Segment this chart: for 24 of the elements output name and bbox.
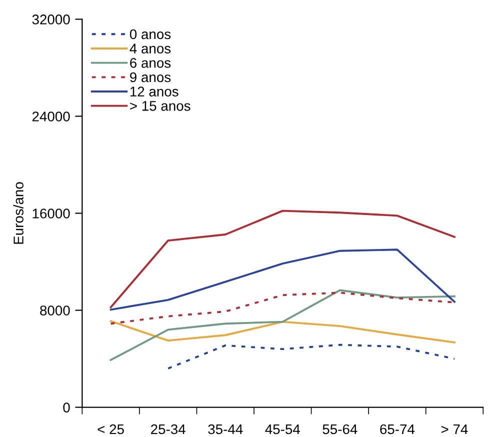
legend-label: 6 anos bbox=[130, 58, 171, 68]
y-tick-label: 8000 bbox=[40, 306, 70, 316]
y-tick-label: 0 bbox=[63, 402, 70, 412]
x-tick-label: 35-44 bbox=[208, 424, 243, 434]
legend-label: > 15 anos bbox=[130, 101, 190, 111]
y-tick-label: 24000 bbox=[32, 112, 70, 122]
y-tick-label: 32000 bbox=[32, 14, 70, 24]
line-series bbox=[110, 210, 456, 308]
y-axis-title: Euros/ano bbox=[13, 182, 24, 244]
x-tick-label: 45-54 bbox=[265, 424, 300, 434]
legend-label: 9 anos bbox=[130, 72, 171, 82]
legend-label: 0 anos bbox=[130, 29, 171, 40]
x-tick-label: > 74 bbox=[441, 424, 468, 434]
x-tick-label: 25-34 bbox=[151, 424, 186, 434]
x-tick-label: 55-64 bbox=[322, 424, 358, 434]
x-tick-label: < 25 bbox=[98, 424, 124, 434]
x-tick-label: 65-74 bbox=[380, 424, 415, 434]
y-tick-label: 16000 bbox=[32, 208, 70, 218]
line-series bbox=[110, 248, 456, 311]
legend-label: 12 anos bbox=[130, 86, 178, 96]
line-series bbox=[110, 320, 456, 344]
line-series bbox=[167, 344, 456, 370]
legend-label: 4 anos bbox=[130, 44, 171, 54]
line-series bbox=[110, 289, 456, 361]
